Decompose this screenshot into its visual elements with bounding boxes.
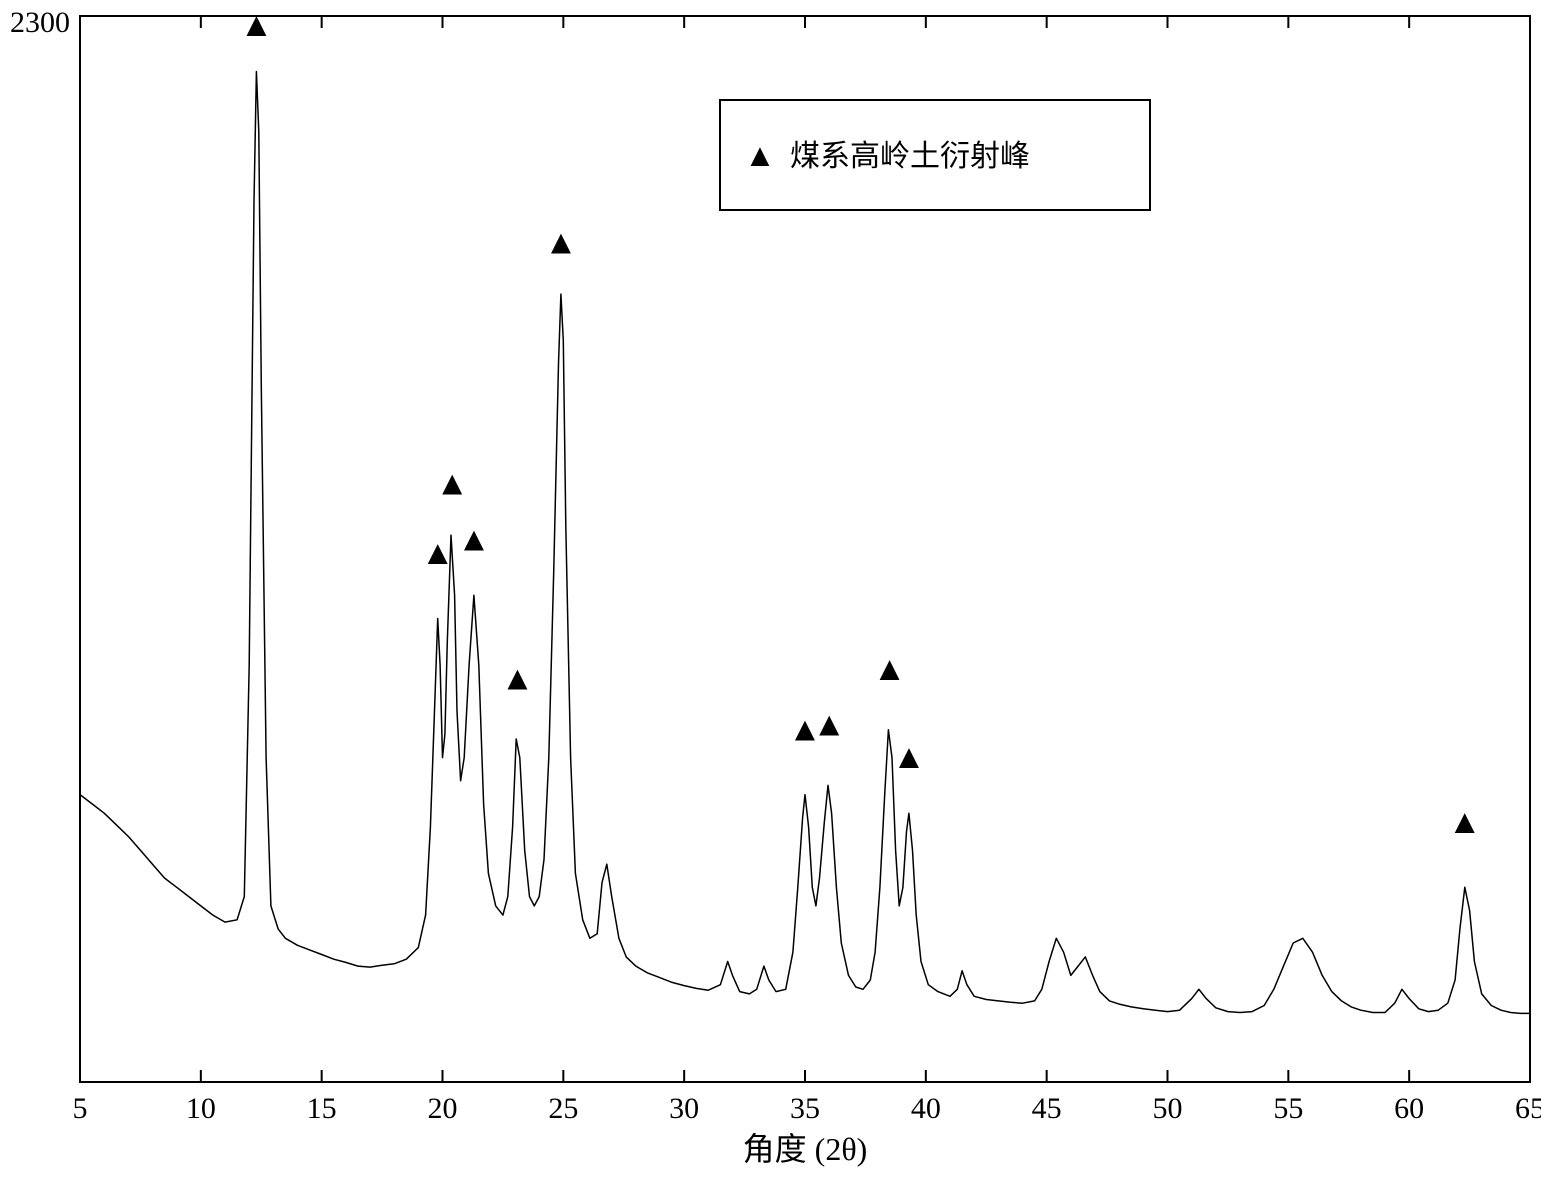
x-tick-label: 25	[548, 1092, 578, 1125]
x-tick-label: 60	[1394, 1092, 1424, 1125]
peak-marker-icon: ▲	[544, 225, 578, 262]
x-tick-label: 15	[307, 1092, 337, 1125]
x-tick-label: 65	[1515, 1092, 1541, 1125]
legend-marker-icon: ▲	[744, 137, 776, 173]
x-tick-label: 35	[790, 1092, 820, 1125]
y-max-label: 2300	[10, 6, 70, 39]
x-tick-label: 10	[186, 1092, 216, 1125]
x-tick-label: 45	[1032, 1092, 1062, 1125]
x-tick-label: 40	[911, 1092, 941, 1125]
x-tick-label: 5	[73, 1092, 88, 1125]
peak-marker-icon: ▲	[1448, 804, 1482, 841]
peak-marker-icon: ▲	[421, 535, 455, 572]
peak-marker-icon: ▲	[892, 739, 926, 776]
x-tick-label: 30	[669, 1092, 699, 1125]
peak-marker-icon: ▲	[501, 660, 535, 697]
x-axis-title: 角度 (2θ)	[743, 1131, 868, 1167]
peak-marker-icon: ▲	[240, 7, 274, 44]
peak-marker-icon: ▲	[435, 466, 469, 503]
xrd-chart: 5101520253035404550556065角度 (2θ)2300▲▲▲▲…	[0, 0, 1541, 1192]
peak-marker-icon: ▲	[812, 707, 846, 744]
legend-text: 煤系高岭土衍射峰	[790, 140, 1030, 173]
x-tick-label: 55	[1273, 1092, 1303, 1125]
chart-svg: 5101520253035404550556065角度 (2θ)2300▲▲▲▲…	[0, 0, 1541, 1192]
peak-marker-icon: ▲	[457, 521, 491, 558]
x-tick-label: 20	[428, 1092, 458, 1125]
xrd-trace	[80, 72, 1530, 1014]
x-tick-label: 50	[1153, 1092, 1183, 1125]
peak-marker-icon: ▲	[873, 651, 907, 688]
